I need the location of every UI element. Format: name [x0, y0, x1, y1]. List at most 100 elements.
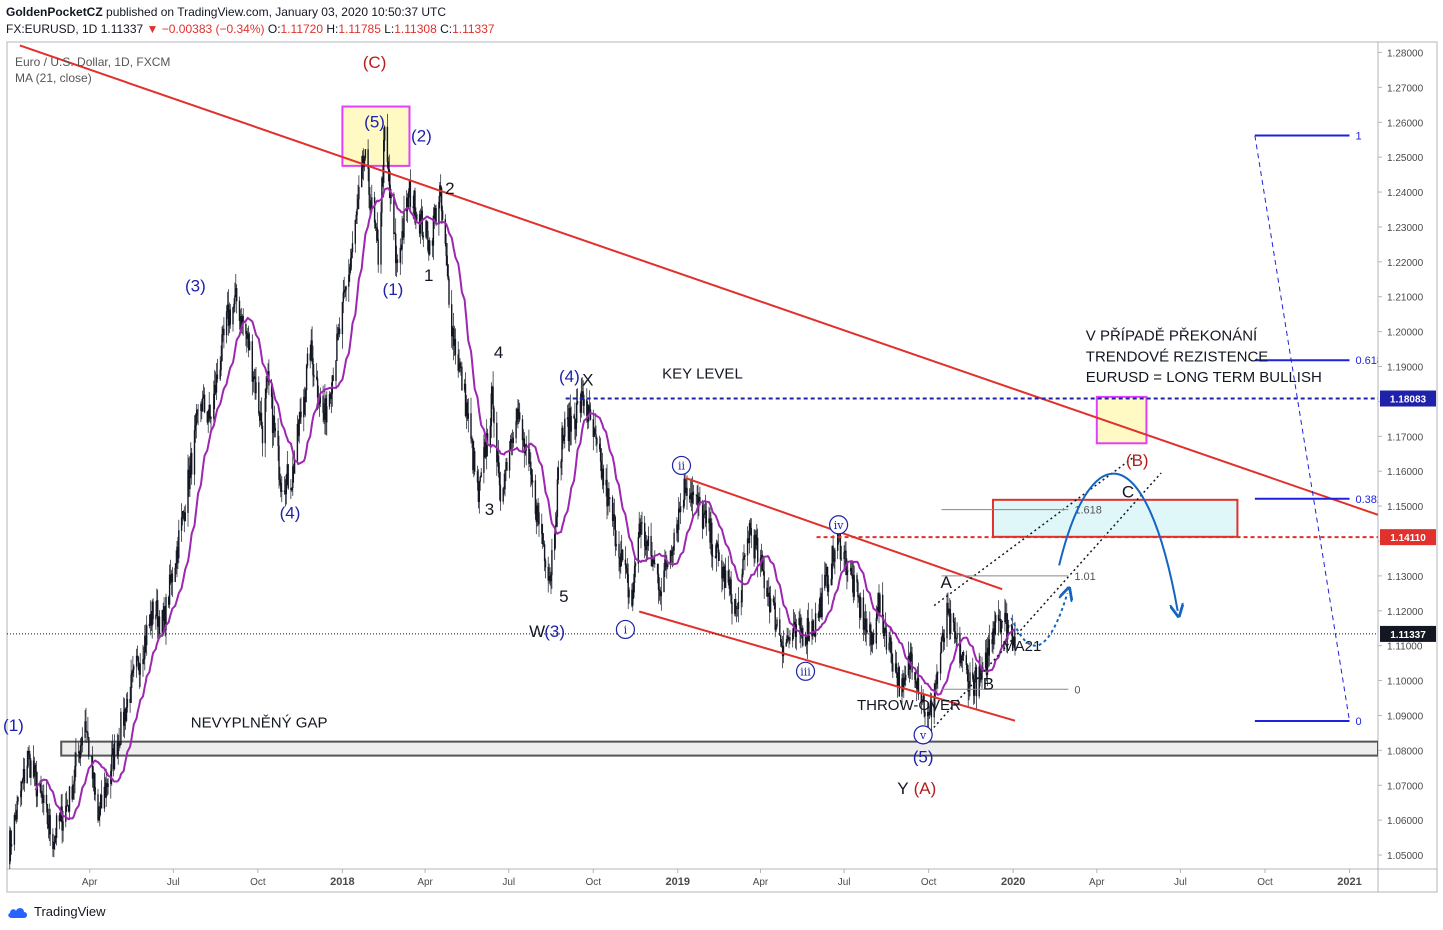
price-label-box: [1380, 529, 1436, 546]
trendline-2[interactable]: [685, 477, 1003, 591]
price-tick-label: 1.24000: [1387, 188, 1424, 199]
annotation-text: TRENDOVÉ REZISTENCE: [1086, 348, 1269, 365]
time-tick-label: 2020: [1001, 876, 1025, 888]
candle-bodies: [9, 126, 1016, 865]
symbol: FX:EURUSD, 1D: [6, 22, 98, 36]
wave-label: i: [624, 623, 628, 636]
annotation-text: V PŘÍPADĚ PŘEKONÁNÍ: [1086, 327, 1258, 344]
low-value: 1.11308: [394, 22, 437, 36]
time-tick-label: Oct: [921, 877, 937, 888]
plot-area[interactable]: [6, 41, 1379, 870]
time-tick-label: Apr: [82, 877, 98, 888]
trendline-1[interactable]: [638, 610, 1016, 722]
wave-label: W: [529, 622, 545, 641]
price-tick-label: 1.09000: [1387, 711, 1424, 722]
high-value: 1.11785: [338, 22, 381, 36]
price-tick-label: 1.11000: [1387, 642, 1423, 653]
fib-target-label: 0.382: [1356, 494, 1384, 506]
wave-label: (4): [280, 503, 301, 522]
price-tick-label: 1.08000: [1387, 746, 1424, 757]
price-tick-label: 1.07000: [1387, 781, 1424, 792]
time-tick-label: Oct: [250, 877, 266, 888]
trendline-0[interactable]: [19, 44, 1378, 516]
wave-circle: [913, 725, 933, 745]
close-value: 1.11337: [452, 22, 495, 36]
last-price: 1.11337: [100, 22, 144, 36]
wave-label: (1): [383, 280, 404, 299]
zone-box-3: [60, 740, 1378, 757]
price-label-text: 1.11337: [1390, 630, 1426, 641]
fib-level-label: 1.01: [1074, 571, 1095, 583]
time-tick-label: Jul: [838, 877, 851, 888]
legend-indicator: MA (21, close): [15, 71, 92, 85]
trendline-4[interactable]: [933, 457, 1134, 607]
ma21-line: [34, 187, 1016, 821]
price-tick-label: 1.13000: [1387, 572, 1424, 583]
publish-info: GoldenPocketCZ published on TradingView.…: [6, 5, 446, 19]
wave-label: 4: [494, 343, 503, 362]
price-tick-label: 1.23000: [1387, 223, 1424, 234]
wave-label: (5): [913, 748, 934, 767]
time-tick-label: Jul: [1174, 877, 1187, 888]
zone-box-0: [341, 105, 411, 167]
wave-circle: [795, 661, 816, 681]
annotation-text: THROW-OVER: [857, 697, 961, 714]
zone-box-2: [991, 498, 1239, 538]
annotation-text: MA21: [1002, 638, 1041, 655]
author-name: GoldenPocketCZ: [6, 5, 103, 19]
tradingview-watermark: TradingView: [6, 904, 106, 919]
wave-label: (A): [914, 779, 937, 798]
candles: [9, 113, 1016, 869]
price-tick-label: 1.26000: [1387, 118, 1424, 129]
price-tick-label: 1.25000: [1387, 153, 1424, 164]
change-down-icon: ▼: [146, 22, 159, 36]
projection-arrow-2: [1058, 472, 1178, 611]
price-tick-label: 1.28000: [1387, 48, 1424, 59]
fib-level-label: 1.618: [1074, 505, 1102, 517]
legend-instrument: Euro / U.S. Dollar, 1D, FXCM: [15, 55, 170, 69]
wave-label: 5: [559, 587, 568, 606]
wave-label: B: [983, 674, 994, 693]
price-label-text: 1.14110: [1390, 533, 1426, 544]
annotation-text: EURUSD = LONG TERM BULLISH: [1086, 369, 1322, 386]
time-tick-label: Oct: [1257, 877, 1273, 888]
time-tick-label: Apr: [1089, 877, 1105, 888]
wave-label: iv: [834, 519, 845, 532]
wave-label: ii: [678, 459, 686, 472]
time-tick-label: Oct: [585, 877, 601, 888]
annotation-text: NEVYPLNĚNÝ GAP: [191, 715, 328, 732]
price-tick-label: 1.22000: [1387, 258, 1424, 269]
symbol-info: FX:EURUSD, 1D 1.11337 ▼ −0.00383 (−0.34%…: [6, 22, 495, 36]
fib-target-label: 0.618: [1356, 355, 1384, 367]
price-label-text: 1.18083: [1390, 395, 1427, 406]
price-change: −0.00383 (−0.34%): [161, 22, 265, 36]
wave-label: 1: [424, 266, 433, 285]
publish-date: published on TradingView.com, January 03…: [106, 5, 447, 19]
annotation-text: KEY LEVEL: [662, 366, 743, 383]
price-label-box: [1380, 625, 1436, 642]
wave-label: (2): [411, 126, 432, 145]
price-tick-label: 1.27000: [1387, 83, 1424, 94]
wave-label: (3): [185, 276, 206, 295]
price-tick-label: 1.16000: [1387, 467, 1424, 478]
wave-label: (B): [1126, 451, 1149, 470]
price-tick-label: 1.20000: [1387, 328, 1424, 339]
wave-label: iii: [800, 665, 811, 678]
wave-label: v: [919, 729, 927, 742]
fib-target-label: 0: [1356, 716, 1362, 728]
price-tick-label: 1.19000: [1387, 363, 1424, 374]
cloud-icon: [8, 907, 27, 918]
wave-label: (5): [364, 112, 385, 131]
wave-label: 3: [485, 500, 494, 519]
time-tick-label: 2018: [330, 876, 354, 888]
price-tick-label: 1.17000: [1387, 432, 1424, 443]
wave-label: (C): [363, 53, 387, 72]
price-tick-label: 1.21000: [1387, 293, 1424, 304]
wave-label: 2: [445, 179, 454, 198]
time-tick-label: 2019: [666, 876, 690, 888]
open-value: 1.11720: [280, 22, 324, 36]
chart-frame: [6, 41, 1438, 893]
time-tick-label: Apr: [417, 877, 433, 888]
price-tick-label: 1.06000: [1387, 816, 1424, 827]
